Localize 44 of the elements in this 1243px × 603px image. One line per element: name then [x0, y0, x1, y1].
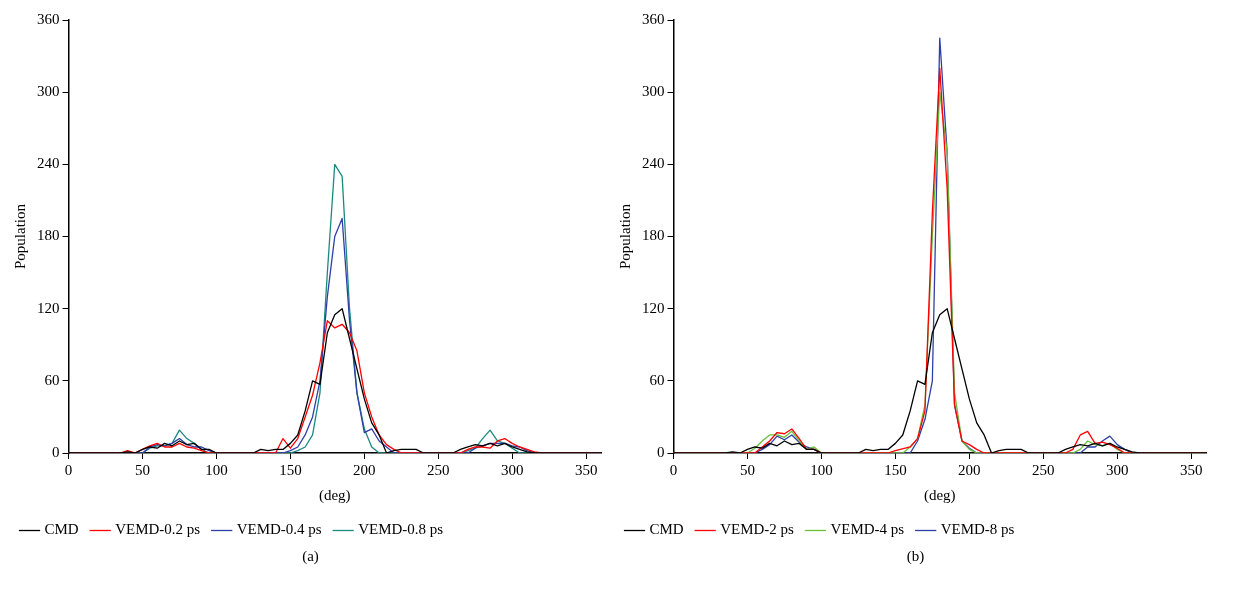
y-tick-label: 180	[37, 227, 60, 244]
y-tick-label: 360	[642, 10, 665, 27]
x-tick-label: 250	[1032, 461, 1055, 478]
x-tick-label: 300	[1106, 461, 1129, 478]
legend-label: VEMD-4 ps	[830, 521, 905, 538]
x-tick-label: 350	[1179, 461, 1203, 478]
x-tick-label: 50	[134, 461, 150, 478]
y-tick-label: 180	[642, 227, 665, 244]
legend-label: VEMD-8 ps	[940, 521, 1015, 538]
text: (b)	[905, 548, 926, 565]
x-tick-label: 200	[958, 461, 981, 478]
x-tick-label: 350	[574, 461, 598, 478]
y-tick-label: 240	[642, 155, 665, 172]
x-tick-label: 200	[353, 461, 376, 478]
y-tick-label: 360	[37, 10, 60, 27]
legend-label: CMD	[44, 521, 79, 538]
legend-label: VEMD-2 ps	[720, 521, 795, 538]
y-axis-title: Population	[11, 203, 28, 270]
y-tick-label: 0	[657, 443, 665, 460]
y-tick-label: 60	[44, 371, 60, 388]
x-tick-label: 150	[279, 461, 302, 478]
x-tick-label: 100	[810, 461, 833, 478]
y-tick-label: 300	[642, 83, 665, 100]
y-tick-label: 0	[52, 443, 60, 460]
y-tick-label: 300	[37, 83, 60, 100]
x-tick-label: 0	[669, 461, 678, 478]
x-tick-label: 300	[501, 461, 524, 478]
y-tick-label: 120	[37, 299, 60, 316]
x-axis-title: (deg)	[923, 486, 956, 504]
y-tick-label: 120	[642, 299, 665, 316]
y-axis-title: Population	[616, 203, 633, 270]
x-tick-label: 0	[64, 461, 73, 478]
x-tick-label: 100	[205, 461, 228, 478]
legend-label: VEMD-0.2 ps	[115, 521, 201, 538]
legend-label: VEMD-0.4 ps	[236, 521, 322, 538]
text: (a)	[301, 548, 320, 565]
x-tick-label: 250	[427, 461, 450, 478]
y-tick-label: 240	[37, 155, 60, 172]
x-tick-label: 50	[739, 461, 755, 478]
legend-label: VEMD-0.8 ps	[358, 521, 444, 538]
x-axis-title: (deg)	[318, 486, 351, 504]
legend-label: CMD	[649, 521, 684, 538]
y-tick-label: 60	[649, 371, 665, 388]
x-tick-label: 150	[884, 461, 907, 478]
